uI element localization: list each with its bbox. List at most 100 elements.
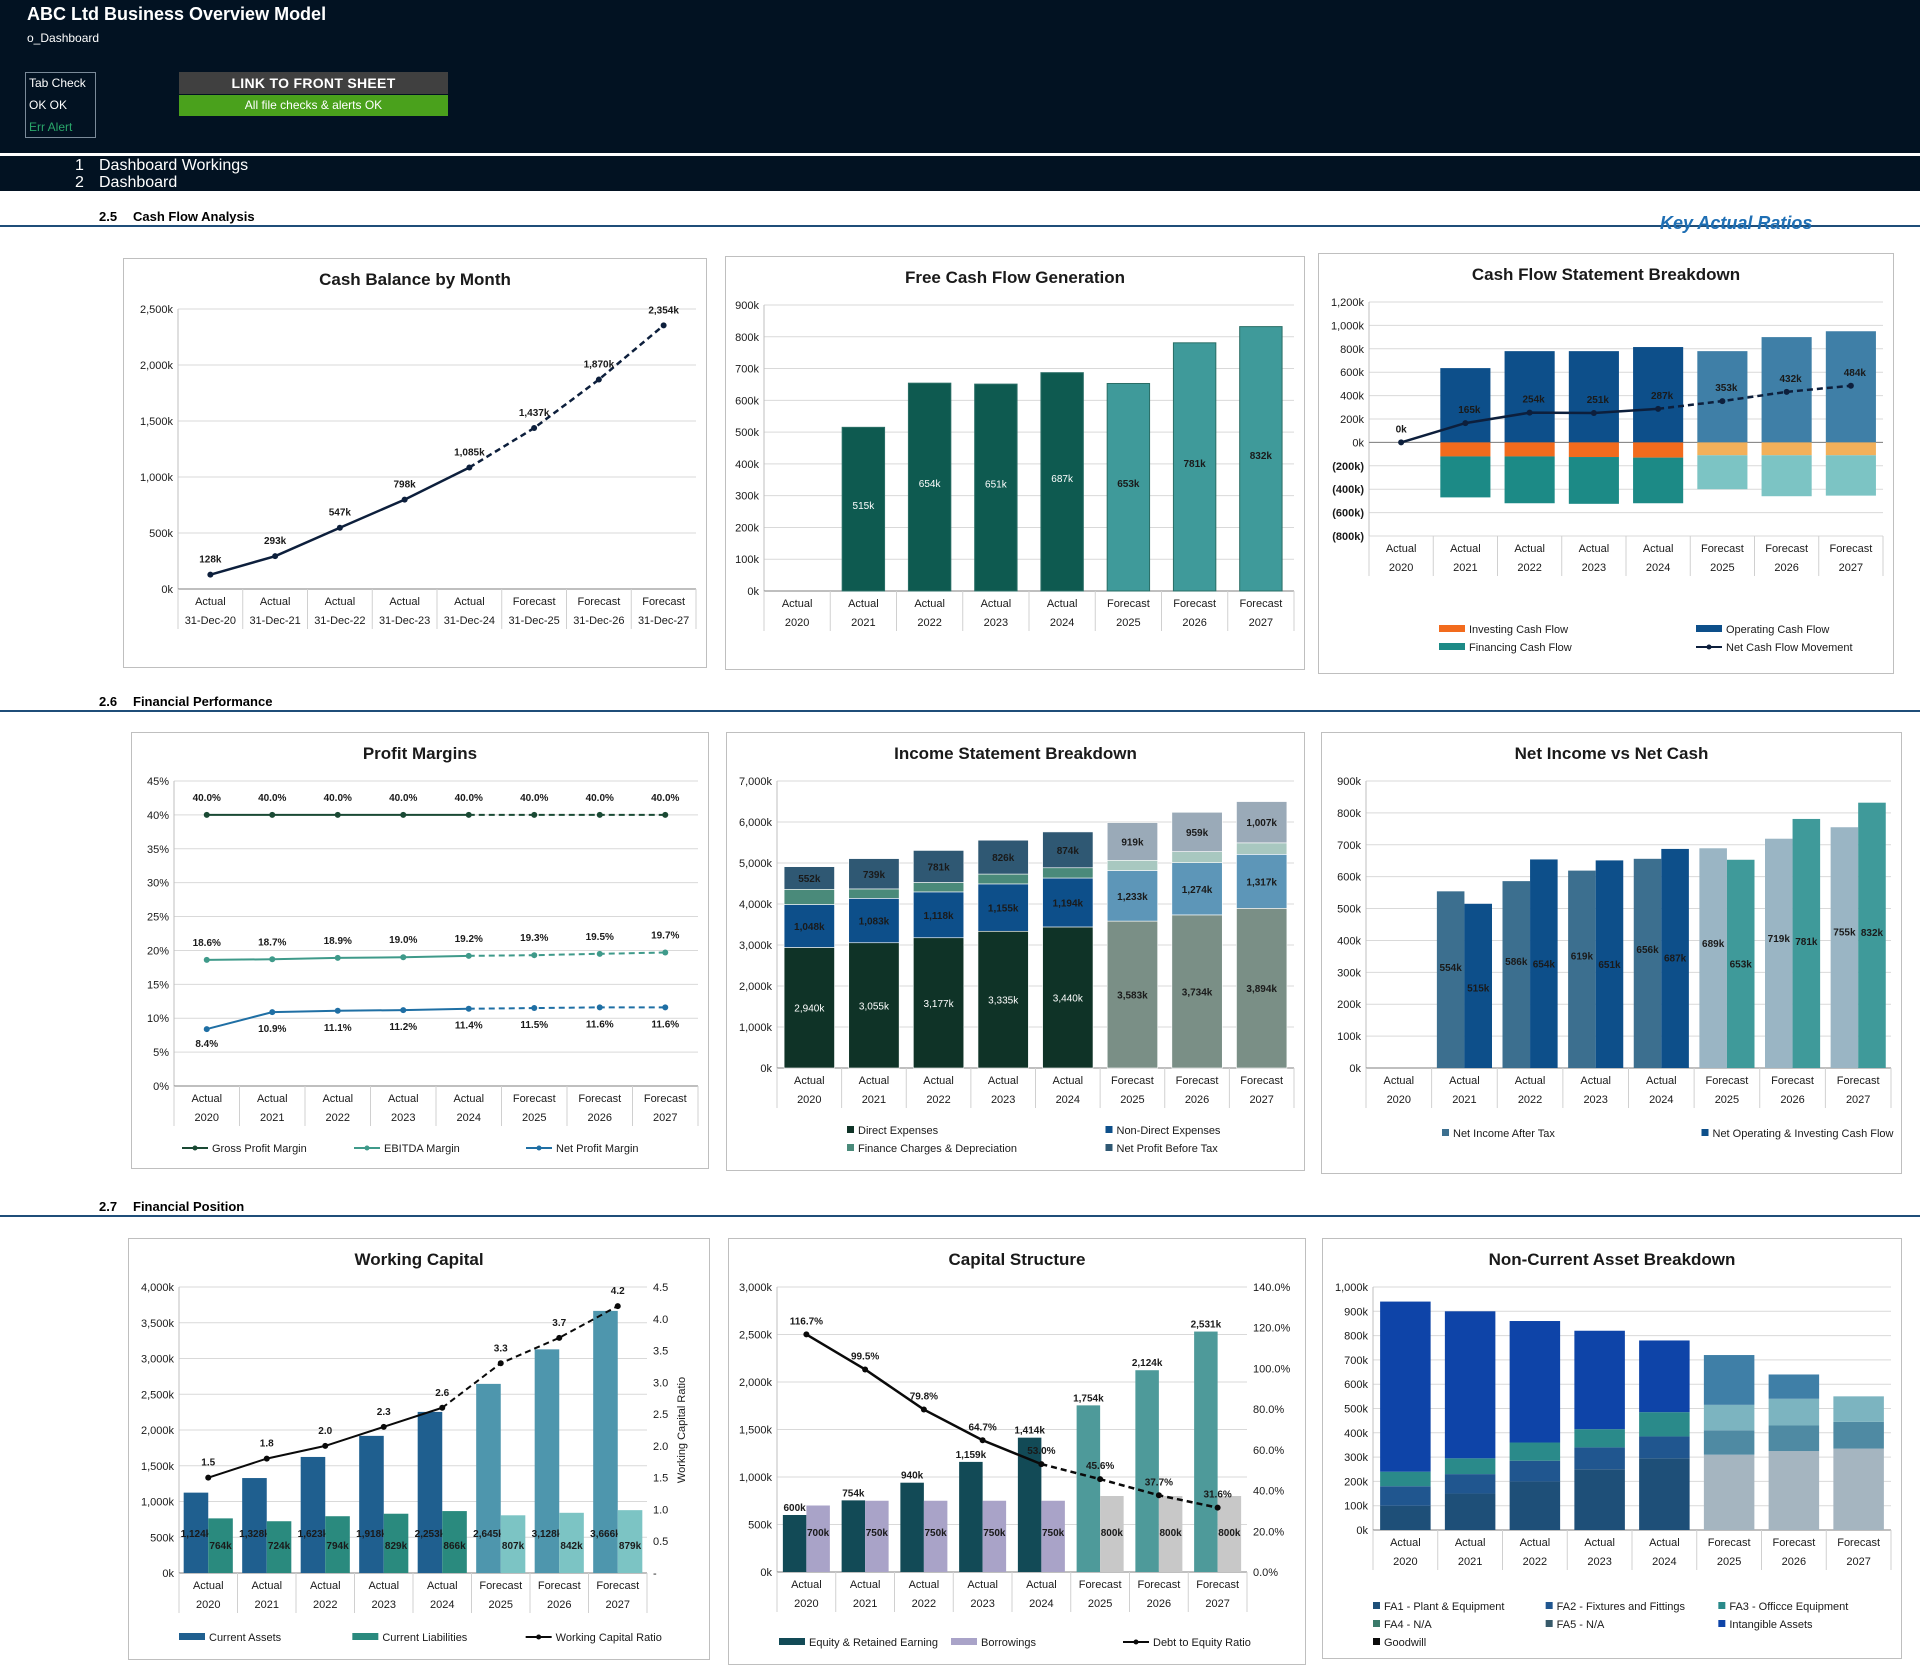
bar	[1633, 858, 1662, 1068]
data-label: 781k	[1795, 937, 1818, 948]
data-label: 18.7%	[258, 937, 286, 948]
bar-financing	[1440, 456, 1491, 498]
y-tick-label: 2,000k	[739, 1377, 773, 1389]
legend-swatch	[1373, 1638, 1380, 1645]
data-label: 4.2	[611, 1286, 625, 1297]
bar	[1239, 326, 1283, 592]
x-tick-label-top: Actual	[1643, 543, 1674, 555]
x-tick-label-top: Actual	[310, 1580, 341, 1592]
bar	[1076, 1405, 1101, 1572]
nav-item-dashboard[interactable]: 2 Dashboard	[75, 174, 177, 191]
fcf-svg: Free Cash Flow Generation 0k 100k 200k 300k 4…	[735, 268, 1295, 631]
y-tick-label: 35%	[147, 844, 169, 856]
y-tick-label: 100k	[1337, 1031, 1361, 1043]
legend-label: EBITDA Margin	[384, 1143, 460, 1155]
x-tick-label-top: Actual	[191, 1093, 222, 1105]
x-tick-label-bottom: 2021	[1452, 1094, 1476, 1106]
x-tick-label-bottom: 2020	[1389, 562, 1413, 574]
legend-label: FA2 - Fixtures and Fittings	[1557, 1601, 1686, 1613]
x-tick-label-top: Actual	[1384, 1075, 1415, 1087]
data-label: 653k	[1117, 479, 1140, 490]
data-label: 8.4%	[195, 1039, 218, 1050]
section-divider	[0, 1215, 1920, 1217]
legend-swatch	[1373, 1620, 1380, 1627]
cash-balance-chart: Cash Balance by Month 0k 500k 1,000k 1,500k 2…	[123, 258, 707, 668]
x-tick-label-top: Actual	[1515, 1075, 1546, 1087]
data-label: 19.0%	[389, 935, 417, 946]
bar	[1830, 827, 1859, 1068]
series-point	[1783, 388, 1790, 395]
x-tick-label-bottom: 2021	[260, 1112, 284, 1124]
bar	[476, 1383, 501, 1573]
bar	[782, 1515, 807, 1572]
y2-tick-label: 0.0%	[1253, 1567, 1278, 1579]
section-title-financial-position: 2.7 Financial Position	[99, 1199, 244, 1214]
data-label: 1,414k	[1014, 1426, 1045, 1437]
y-tick-label: 200k	[1337, 999, 1361, 1011]
section-number: 2.7	[99, 1199, 118, 1214]
bar-segment	[1639, 1458, 1690, 1530]
x-tick-label-bottom: 31-Dec-20	[185, 615, 236, 627]
bar	[923, 1500, 948, 1572]
chart-title: Net Income vs Net Cash	[1515, 744, 1709, 763]
x-tick-label-top: Forecast	[513, 1093, 556, 1105]
x-tick-label-bottom: 2021	[853, 1598, 877, 1610]
x-tick-label-top: Actual	[195, 596, 226, 608]
x-tick-label-top: Actual	[1649, 1537, 1680, 1549]
y-tick-label: 3,500k	[141, 1318, 175, 1330]
y-tick-label: 6,000k	[739, 817, 773, 829]
y-tick-label: 800k	[1337, 808, 1361, 820]
x-tick-label-bottom: 2024	[430, 1599, 454, 1611]
data-label: 2,531k	[1191, 1320, 1222, 1331]
bar	[1765, 838, 1793, 1068]
legend-marker	[536, 1634, 542, 1640]
legend-swatch	[1442, 1129, 1449, 1136]
x-tick-label-bottom: 2026	[1780, 1094, 1804, 1106]
bar-segment	[1574, 1429, 1625, 1448]
bar	[1017, 1437, 1042, 1572]
bar-segment	[977, 883, 1029, 932]
series-point	[334, 811, 341, 818]
y2-tick-label: 1.0	[653, 1504, 668, 1516]
legend-swatch	[951, 1638, 977, 1645]
data-label: 842k	[560, 1541, 583, 1552]
x-tick-label-bottom: 2027	[1839, 562, 1863, 574]
x-tick-label-top: Actual	[427, 1580, 458, 1592]
bar	[900, 1482, 924, 1572]
cash_balance-svg: Cash Balance by Month 0k 500k 1,000k 1,500k 2…	[140, 270, 697, 629]
data-label: 874k	[1057, 846, 1080, 857]
x-tick-label-top: Forecast	[1706, 1075, 1749, 1087]
bar-segment	[977, 839, 1029, 875]
x-tick-label-top: Actual	[848, 598, 879, 610]
series-point	[531, 952, 538, 959]
bar	[266, 1521, 292, 1573]
bar	[1502, 881, 1531, 1068]
nav-item-dashboard-workings[interactable]: 1 Dashboard Workings	[75, 157, 248, 174]
key-actual-ratios-link[interactable]: Key Actual Ratios	[1660, 213, 1813, 233]
y-tick-label: (800k)	[1332, 531, 1364, 543]
series-point	[466, 464, 473, 471]
y-tick-label: 500k	[735, 427, 759, 439]
data-label: 251k	[1587, 395, 1610, 406]
link-to-front-sheet-button[interactable]: LINK TO FRONT SHEET	[179, 72, 448, 94]
series-line-forecast	[1657, 384, 1851, 411]
y-tick-label: 2,000k	[140, 360, 174, 372]
x-tick-label-bottom: 2022	[912, 1598, 936, 1610]
cfs-svg: Cash Flow Statement Breakdown (800k) (600k…	[1331, 265, 1884, 654]
bar	[1158, 1496, 1183, 1572]
x-tick-label-bottom: 2025	[1116, 617, 1140, 629]
data-label: 3,583k	[1117, 991, 1148, 1002]
non-current-asset-chart: Non-Current Asset Breakdown 0k 100k 200k 300…	[1322, 1238, 1902, 1659]
legend-marker	[536, 1145, 542, 1151]
x-tick-label-top: Forecast	[577, 596, 620, 608]
bar-segment	[1444, 1474, 1496, 1494]
data-label: 254k	[1523, 395, 1546, 406]
data-label: 600k	[784, 1503, 807, 1514]
y-tick-label: 20%	[147, 945, 169, 957]
data-label: 651k	[985, 480, 1008, 491]
data-label: 750k	[1042, 1528, 1065, 1539]
legend-swatch	[1545, 1602, 1553, 1609]
y2-tick-label: 140.0%	[1253, 1282, 1291, 1294]
data-label: 3,128k	[532, 1529, 563, 1540]
y-tick-label: 2,500k	[141, 1389, 175, 1401]
